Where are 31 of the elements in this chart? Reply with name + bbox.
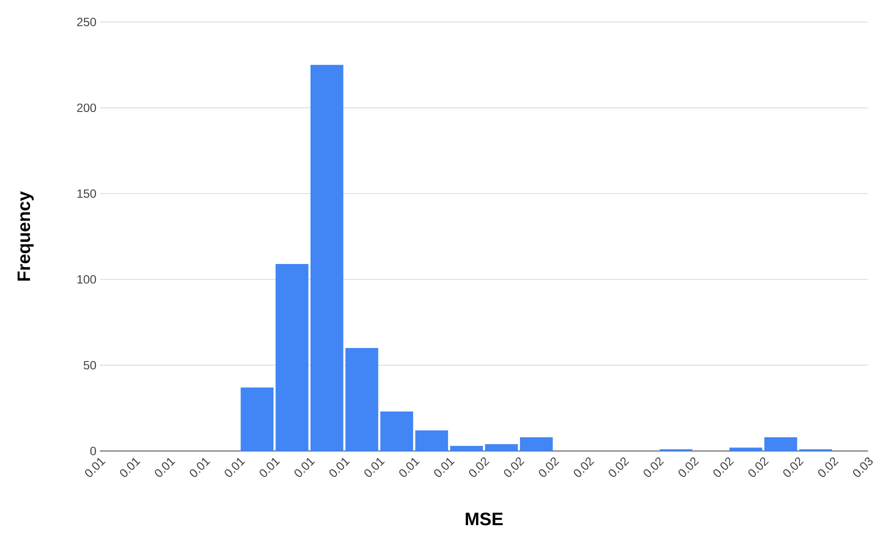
x-tick-label: 0.02 [783,457,804,477]
x-tick-label: 0.01 [224,458,246,477]
y-tick-label: 50 [84,360,96,370]
x-tick-label: 0.02 [538,457,560,477]
y-tick-label: 150 [77,189,96,198]
x-tick-label: 0.01 [260,458,280,477]
x-axis-title: MSE [466,512,503,526]
x-tick-label: 0.01 [190,458,210,477]
x-tick-label: 0.01 [154,458,176,477]
x-tick-label: 0.01 [329,458,350,477]
x-tick-label: 0.02 [713,457,734,477]
x-tick-label: 0.02 [818,457,839,477]
x-tick-label: 0.02 [469,457,490,477]
x-tick-label: 0.02 [644,457,664,477]
x-tick-label: 0.02 [608,457,630,477]
x-tick-label: 0.02 [748,457,769,477]
x-tick-label: 0.01 [364,458,385,477]
y-axis-title: Frequency [18,191,34,281]
x-tick-label: 0.01 [294,458,315,477]
x-tick-label: 0.02 [574,457,594,477]
y-tick-label: 0 [90,446,96,456]
y-tick-label: 200 [77,104,96,112]
x-tick-label: 0.02 [678,457,699,477]
x-tick-label: 0.02 [504,457,524,477]
y-tick-label: 250 [77,18,96,26]
y-tick-label: 100 [77,275,96,284]
x-tick-label: 0.01 [85,458,106,477]
x-tick-label: 0.03 [853,457,873,477]
x-tick-label: 0.01 [399,458,420,477]
x-tick-label: 0.01 [120,458,140,477]
x-tick-label: 0.01 [434,458,455,477]
